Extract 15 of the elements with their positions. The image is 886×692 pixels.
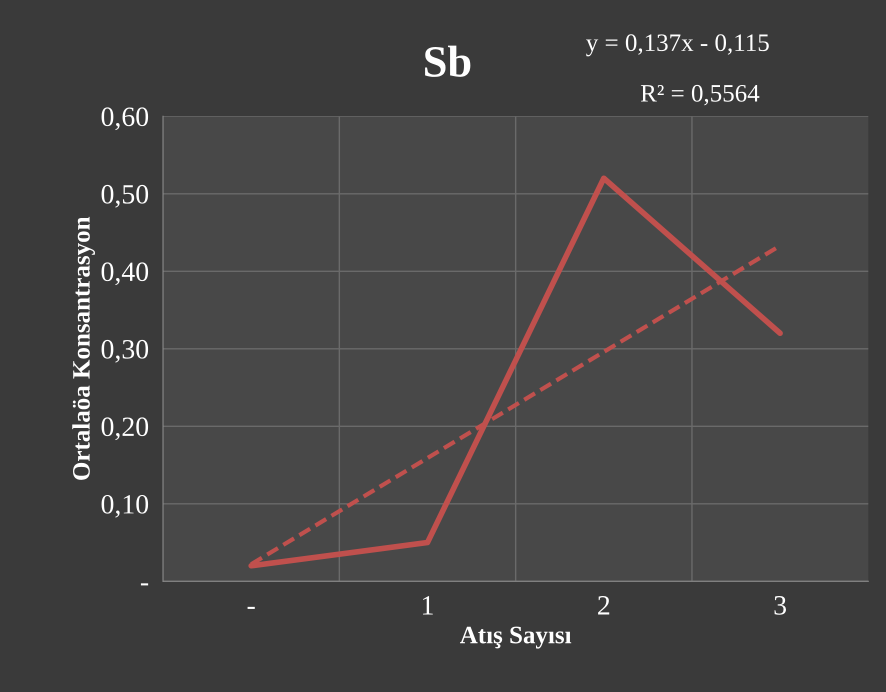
x-tick-label: 1 [422,596,433,614]
x-axis-title: Atış Sayısı [460,626,572,649]
x-tick-label: 3 [774,596,786,615]
y-tick-label: 0,20 [102,417,148,440]
x-tick-label: 2 [598,596,610,614]
y-axis-title: Ortalaöa Konsantrasyon [72,216,95,480]
text: y = 0,137x - 0,115 [586,34,769,56]
y-tick-label: 0,40 [102,262,148,286]
y-tick-label: 0,60 [102,107,148,130]
y-tick-label: - [140,583,148,586]
y-tick-label: 0,50 [102,184,148,208]
chart-title: Sb [425,46,470,77]
text: R² = 0,5564 [640,84,760,106]
y-tick-label: 0,10 [102,494,148,518]
y-tick-label: 0,30 [102,340,148,363]
